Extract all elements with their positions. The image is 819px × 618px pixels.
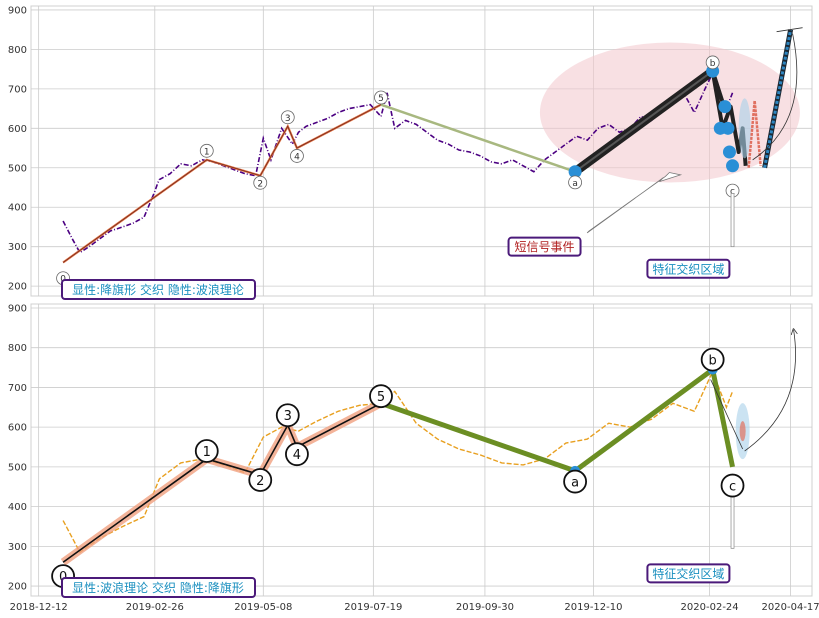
wave-label-circle (369, 384, 393, 409)
wave-label-1: 1 (204, 147, 210, 157)
wave-label-c: c (729, 480, 736, 495)
wave-label-2: 2 (257, 179, 263, 189)
price-line (62, 70, 734, 254)
cross-zone-label: 特征交织区域 (652, 261, 724, 276)
wave-label-c: c (730, 187, 735, 197)
wave-label-b: b (710, 59, 716, 69)
forecast-curve-arrow (752, 33, 798, 161)
y-tick-label: 400 (8, 203, 27, 214)
signal-event-label: 短信号事件 (515, 240, 575, 254)
wave-label-circle (253, 175, 268, 190)
y-tick-label: 300 (8, 542, 27, 553)
wave-label-2: 2 (256, 474, 264, 489)
pivot-marker (721, 121, 735, 135)
x-tick-label: 2019-02-26 (126, 602, 184, 613)
wave-structure-line (62, 402, 382, 563)
x-tick-label: 2020-04-17 (762, 602, 819, 613)
y-tick-label: 800 (8, 343, 27, 354)
signal-event-box (507, 236, 582, 257)
plot-frame (30, 303, 813, 597)
wave-label-circle (290, 149, 304, 163)
wave-label-circle (568, 175, 583, 190)
wave-label-circle (705, 55, 720, 70)
wave-label-circle (199, 143, 214, 158)
wave-label-3: 3 (285, 114, 291, 124)
wave-label-4: 4 (293, 448, 301, 463)
y-tick-label: 500 (8, 163, 27, 174)
y-tick-label: 700 (8, 383, 27, 394)
wave-label-a: a (571, 476, 579, 491)
correction-legs-line (380, 367, 735, 474)
y-tick-label: 400 (8, 502, 27, 513)
wave-label-5: 5 (377, 390, 385, 405)
caption-text: 显性:波浪理论 交织 隐性:降旗形 (72, 580, 244, 595)
wave-label-1: 1 (203, 445, 211, 460)
x-axis: 2018-12-12 2019-02-26 2019-05-08 2019-07-19… (10, 602, 819, 613)
wave-label-circle (194, 439, 219, 463)
wave-label-a: a (572, 179, 578, 189)
wave-label-circle (563, 469, 588, 494)
forecast-target-tick (776, 27, 803, 33)
wave-label-circle (720, 473, 745, 498)
wave-label-5: 5 (378, 94, 384, 104)
x-tick-label: 2019-12-10 (564, 602, 622, 613)
pivot-marker (568, 165, 582, 179)
y-tick-label: 800 (8, 45, 27, 56)
pivot-marker (722, 145, 736, 159)
y-tick-label: 200 (8, 282, 27, 293)
x-tick-label: 2019-07-19 (344, 602, 402, 613)
x-tick-label: 2020-02-24 (681, 602, 739, 613)
cross-zone-box (646, 563, 731, 584)
wave-label-circle (374, 90, 388, 105)
pivot-marker (726, 159, 740, 173)
y-tick-label: 200 (8, 582, 27, 593)
signal-arrow (586, 172, 683, 234)
wave-label-3: 3 (284, 409, 292, 424)
c-down-arrow (730, 193, 735, 248)
wave-label-circle (285, 442, 309, 467)
caption-box (61, 279, 256, 300)
wave-label-circle (248, 468, 273, 492)
forecast-curve-arrow (744, 330, 796, 452)
top-panel: 200300400500600700800900012345abc短信号事件特征… (8, 5, 813, 300)
correction-leg-line (380, 103, 576, 173)
wave-label-circle (280, 110, 295, 125)
y-tick-label: 600 (8, 423, 27, 434)
bottom-panel: 200300400500600700800900012345abc特征交织区域显… (8, 303, 813, 598)
forecast-line (763, 29, 793, 169)
caption-box (61, 577, 256, 598)
cross-zone-glow (738, 98, 751, 159)
y-tick-label: 900 (8, 5, 27, 16)
x-tick-label: 2019-05-08 (234, 602, 292, 613)
x-tick-label: 2018-12-12 (10, 602, 68, 613)
cross-zone-core (739, 421, 746, 442)
y-tick-label: 700 (8, 84, 27, 95)
y-tick-label: 600 (8, 124, 27, 135)
cross-zone-box (646, 258, 731, 279)
c-down-arrow (730, 490, 735, 549)
x-tick-label: 2019-09-30 (456, 602, 514, 613)
pivot-marker (718, 100, 732, 114)
cross-zone-label: 特征交织区域 (652, 566, 724, 581)
thick-ab-core (574, 70, 714, 173)
wave-label-circle (275, 403, 300, 428)
wave-label-b: b (709, 354, 717, 369)
y-tick-label: 500 (8, 462, 27, 473)
wave-structure-core (62, 104, 382, 263)
wave-label-4: 4 (294, 152, 300, 162)
bc-hatch-pattern (747, 100, 762, 168)
wave-label-circle (700, 347, 725, 372)
caption-text: 显性:降旗形 交织 隐性:波浪理论 (72, 282, 244, 297)
bc-thin-line (710, 379, 744, 450)
y-tick-label: 900 (8, 303, 27, 314)
y-tick-label: 300 (8, 242, 27, 253)
